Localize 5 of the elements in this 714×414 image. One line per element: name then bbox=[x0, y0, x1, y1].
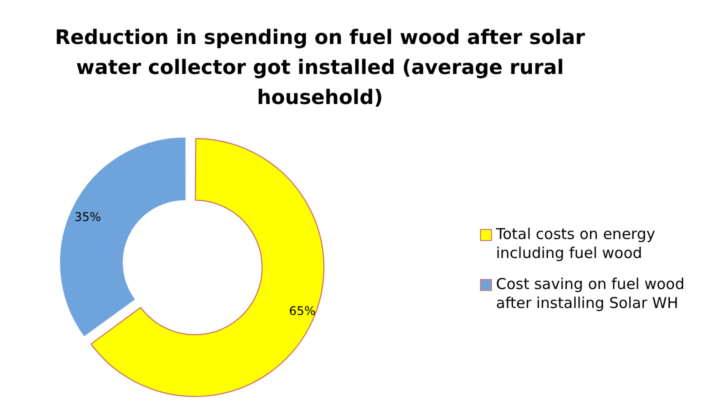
data-label: 35% bbox=[74, 210, 102, 224]
legend-label: Total costs on energy including fuel wood bbox=[496, 225, 656, 263]
data-label: 65% bbox=[288, 304, 316, 318]
legend-label: Cost saving on fuel wood after installing Solar WH bbox=[496, 275, 686, 313]
chart-title: Reduction in spending on fuel wood after solar water collector got installed (average rural household) bbox=[54, 24, 586, 111]
